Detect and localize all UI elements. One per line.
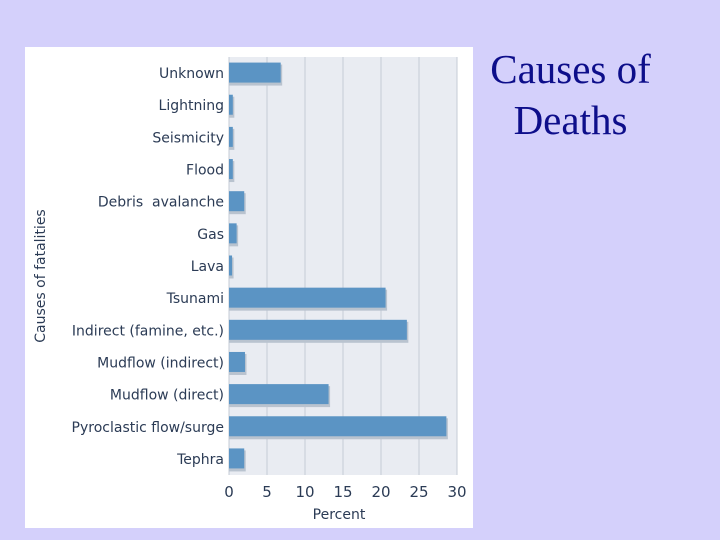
bar — [229, 191, 245, 212]
bar — [229, 159, 233, 180]
x-tick-label: 25 — [409, 483, 428, 501]
bars — [229, 62, 448, 472]
x-axis-title: Percent — [313, 507, 366, 523]
bar — [229, 319, 407, 340]
x-tick-label: 5 — [262, 483, 272, 501]
bar — [229, 416, 447, 437]
category-label: Mudflow (direct) — [110, 388, 224, 404]
category-label: Pyroclastic flow/surge — [72, 420, 224, 436]
bar — [229, 351, 245, 372]
category-label: Tsunami — [166, 291, 224, 307]
category-label: Unknown — [159, 66, 224, 82]
y-axis-title: Causes of fatalities — [33, 209, 49, 342]
bar — [229, 223, 237, 244]
category-labels: Unknown Lightning Seismicity Flood Debris av… — [72, 66, 224, 468]
bar — [229, 255, 233, 276]
category-label: Gas — [197, 227, 224, 243]
bar — [229, 287, 386, 308]
gridlines — [228, 57, 458, 475]
category-label: Mudflow (indirect) — [97, 355, 224, 371]
slide-title-line-1: Causes of — [490, 46, 651, 92]
x-tick-label: 20 — [371, 483, 390, 501]
bar — [229, 126, 233, 147]
bar — [229, 384, 329, 405]
x-tick-label: 15 — [333, 483, 352, 501]
category-label: Debris avalanche — [98, 195, 224, 211]
chart-panel: Unknown Lightning Seismicity Flood Debris av… — [25, 47, 473, 528]
slide-title-line-2: Deaths — [513, 97, 628, 143]
bar-chart: Unknown Lightning Seismicity Flood Debris av… — [33, 57, 467, 523]
category-label: Seismicity — [152, 130, 224, 146]
category-label: Lava — [191, 259, 224, 275]
bar — [229, 448, 245, 469]
bar — [229, 94, 233, 115]
category-label: Tephra — [176, 452, 224, 468]
x-tick-label: 30 — [447, 483, 466, 501]
category-label: Flood — [186, 163, 224, 179]
bar — [229, 62, 281, 83]
slide-title: Causes of Deaths — [478, 44, 663, 146]
x-tick-label: 10 — [295, 483, 314, 501]
x-tick-label: 0 — [224, 483, 234, 501]
x-tick-labels: 0 5 10 15 20 25 30 — [224, 483, 466, 501]
category-label: Lightning — [159, 98, 224, 114]
category-label: Indirect (famine, etc.) — [72, 323, 224, 339]
